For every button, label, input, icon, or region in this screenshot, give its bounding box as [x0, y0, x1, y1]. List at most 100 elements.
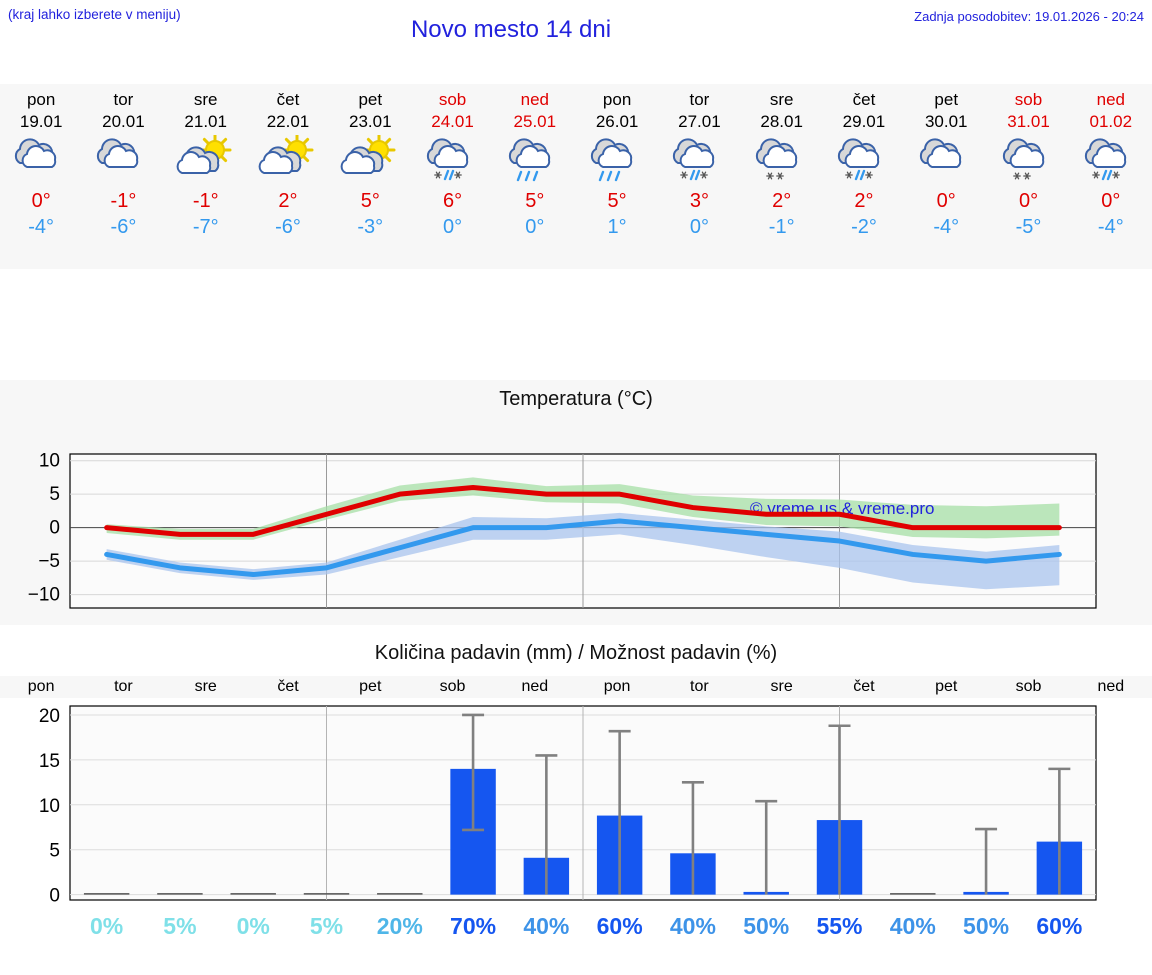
- forecast-day-1[interactable]: pon 19.01 0° -4°: [0, 84, 82, 269]
- min-temperature: -3°: [357, 216, 384, 238]
- precipitation-svg: 0 5 10 15 20 0% 5% 0% 5% 20% 70% 40% 60% 40% 50% 55% 40%…: [39, 705, 1097, 939]
- day-of-week-label: pet: [358, 90, 383, 109]
- min-temperature: -6°: [110, 216, 137, 238]
- precipitation-day-label: sob: [1015, 678, 1042, 695]
- precipitation-bar[interactable]: [303, 893, 350, 895]
- day-of-week-label: sre: [193, 90, 218, 109]
- cloudy-icon: [91, 135, 155, 185]
- forecast-day-2[interactable]: tor 20.01 -1° -6°: [82, 84, 164, 269]
- temperature-uncertainty-band: [106, 512, 1060, 590]
- min-temperature: 1°: [607, 216, 627, 238]
- precipitation-bar[interactable]: [230, 893, 276, 895]
- min-temperature: 0°: [525, 216, 545, 238]
- max-temperature: 3°: [689, 190, 709, 212]
- precipitation-probability-label: 5%: [163, 913, 196, 939]
- precipitation-day-label: ned: [521, 678, 549, 695]
- day-of-week-label: pon: [26, 90, 56, 109]
- min-temperature: -4°: [933, 216, 960, 238]
- forecast-day-12[interactable]: pet 30.01 0° -4°: [905, 84, 987, 269]
- rain-icon: [585, 135, 649, 185]
- day-of-week-label: ned: [520, 90, 550, 109]
- sleet-icon: [1079, 135, 1143, 185]
- precipitation-probability-label: 60%: [1036, 913, 1082, 939]
- forecast-day-8[interactable]: pon 26.01 5° 1°: [576, 84, 658, 269]
- precipitation-day-label: sre: [770, 678, 793, 695]
- forecast-day-10[interactable]: sre 28.01 2° -1°: [741, 84, 823, 269]
- precipitation-error-bar: [608, 729, 631, 895]
- temperature-chart-plot: −10 −5 0 5 10 © vreme.us & vreme.pro: [0, 416, 1152, 621]
- forecast-day-11[interactable]: čet 29.01 2° -2°: [823, 84, 905, 269]
- max-temperature: 0°: [31, 190, 51, 212]
- temperature-y-tick-label: 5: [49, 484, 60, 505]
- forecast-day-14[interactable]: ned 01.02 0° -4°: [1070, 84, 1152, 269]
- precipitation-day-labels: pon tor sre čet pet sob ned pon tor sre čet pet sob n…: [0, 676, 1152, 698]
- day-of-week-label: ned: [1096, 90, 1125, 109]
- precipitation-day-label: pon: [27, 678, 55, 695]
- max-temperature: 2°: [772, 190, 792, 212]
- day-date-label: 20.01: [102, 112, 145, 131]
- max-temperature: 0°: [1018, 190, 1039, 212]
- min-temperature: 0°: [442, 216, 463, 238]
- temperature-chart-panel: Temperatura (°C) −10 −5 0 5 10 © vreme.us & v…: [0, 380, 1152, 625]
- day-date-label: 25.01: [513, 112, 557, 131]
- day-date-label: 30.01: [924, 112, 968, 131]
- precipitation-probability-label: 50%: [743, 913, 789, 939]
- day-of-week-label: pon: [602, 90, 632, 109]
- day-of-week-label: tor: [689, 90, 710, 109]
- forecast-day-5[interactable]: pet 23.01 5° -3°: [329, 84, 411, 269]
- forecast-day-13[interactable]: sob 31.01 0° -5°: [987, 84, 1069, 269]
- cloudy-icon: [9, 135, 73, 185]
- temperature-line-min: [104, 518, 1062, 578]
- forecast-strip: pon 19.01 0° -4° tor 20.01 -1° -6° sre 21.01 -1° -7…: [0, 84, 1152, 269]
- precipitation-probability-label: 50%: [963, 913, 1009, 939]
- precipitation-probability-label: 55%: [816, 913, 862, 939]
- min-temperature: -6°: [275, 216, 301, 238]
- precipitation-y-tick-label: 5: [49, 841, 60, 862]
- menu-hint-link[interactable]: (kraj lahko izberete v meniju): [8, 7, 181, 22]
- min-temperature: -1°: [768, 216, 795, 238]
- day-date-label: 21.01: [184, 112, 227, 131]
- precipitation-probability-label: 5%: [310, 913, 343, 939]
- cloudy-icon: [914, 135, 978, 185]
- max-temperature: 6°: [442, 190, 463, 212]
- min-temperature: -5°: [1015, 216, 1042, 238]
- min-temperature: -4°: [1097, 216, 1124, 238]
- sleet-icon: [421, 135, 485, 185]
- forecast-day-3[interactable]: sre 21.01 -1° -7°: [165, 84, 247, 269]
- day-of-week-label: čet: [852, 90, 876, 109]
- precipitation-chart-title: Količina padavin (mm) / Možnost padavin …: [374, 642, 778, 664]
- sleet-icon: [667, 135, 731, 185]
- forecast-day-9[interactable]: tor 27.01 3° 0°: [658, 84, 740, 269]
- precipitation-bar[interactable]: [890, 893, 936, 895]
- snow-icon: [997, 135, 1061, 185]
- partly-sunny-icon: [256, 135, 320, 185]
- day-of-week-label: sob: [438, 90, 467, 109]
- forecast-day-4[interactable]: čet 22.01 2° -6°: [247, 84, 329, 269]
- precipitation-y-tick-label: 20: [39, 706, 60, 727]
- snow-icon: [750, 135, 814, 185]
- temperature-chart-title: Temperatura (°C): [499, 388, 653, 410]
- forecast-day-7[interactable]: ned 25.01 5° 0°: [494, 84, 576, 269]
- precipitation-y-tick-label: 0: [49, 886, 60, 907]
- precipitation-bar[interactable]: [83, 893, 130, 895]
- forecast-day-6[interactable]: sob 24.01 6° 0°: [411, 84, 493, 269]
- day-of-week-label: sre: [769, 90, 794, 109]
- precipitation-error-bar: [975, 827, 998, 895]
- precipitation-bar[interactable]: [377, 893, 423, 895]
- precipitation-error-bar: [1048, 767, 1071, 895]
- precipitation-probability-label: 70%: [450, 913, 496, 939]
- max-temperature: -1°: [110, 190, 137, 212]
- precipitation-chart-panel: Količina padavin (mm) / Možnost padavin …: [0, 634, 1152, 975]
- precipitation-probability-label: 20%: [377, 913, 423, 939]
- precipitation-probability-label: 0%: [90, 913, 123, 939]
- max-temperature: 0°: [936, 190, 956, 212]
- day-date-label: 23.01: [348, 112, 392, 131]
- day-date-label: 19.01: [19, 112, 63, 131]
- precipitation-bar[interactable]: [157, 893, 203, 895]
- temperature-line-max: [104, 484, 1062, 537]
- max-temperature: 5°: [360, 190, 380, 212]
- temperature-y-tick-label: −5: [38, 551, 60, 572]
- max-temperature: 5°: [607, 190, 627, 212]
- day-date-label: 01.02: [1089, 112, 1133, 131]
